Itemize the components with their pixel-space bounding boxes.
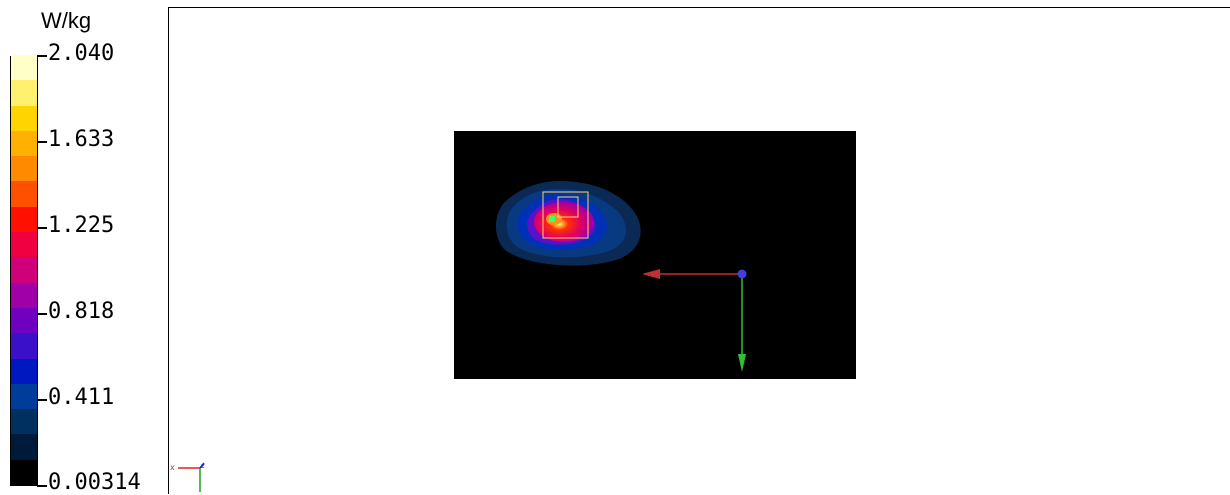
color-bar-segment bbox=[11, 358, 37, 384]
peak-marker bbox=[549, 216, 555, 222]
color-bar-segment bbox=[11, 130, 37, 157]
color-bar-segment bbox=[11, 180, 37, 207]
color-bar-segment bbox=[11, 155, 37, 182]
x-axis-arrowhead bbox=[642, 269, 660, 279]
svg-text:x: x bbox=[170, 463, 175, 472]
color-bar-segment bbox=[11, 54, 37, 81]
color-bar-segment bbox=[11, 282, 37, 308]
y-axis-arrowhead bbox=[738, 354, 746, 372]
color-bar-segment bbox=[11, 408, 37, 435]
contour-core bbox=[534, 202, 594, 242]
viewport-frame-top bbox=[168, 7, 1230, 8]
color-bar-segment bbox=[11, 256, 37, 283]
colorbar-tick bbox=[37, 55, 47, 57]
colorbar-tick-label: 2.040 bbox=[48, 41, 115, 66]
svg-text:z: z bbox=[201, 462, 205, 470]
color-bar-segment bbox=[11, 231, 37, 258]
averaging-cube-large bbox=[542, 191, 589, 239]
color-bar-segment bbox=[11, 459, 37, 485]
colorbar-tick bbox=[37, 141, 47, 143]
color-bar-segment bbox=[11, 307, 37, 334]
colorbar-tick-label: 1.633 bbox=[48, 127, 115, 152]
colorbar-tick bbox=[37, 485, 47, 487]
color-bar-segment bbox=[11, 383, 37, 410]
color-bar bbox=[10, 54, 38, 486]
color-bar-segment bbox=[11, 79, 37, 106]
colorbar-tick bbox=[37, 313, 47, 315]
colorbar-tick-label: 0.411 bbox=[48, 385, 115, 410]
orientation-triad-icon: x z bbox=[170, 462, 205, 492]
color-bar-segment bbox=[11, 105, 37, 131]
colorbar-tick-label: 1.225 bbox=[48, 213, 115, 238]
color-scale-legend: W/kg 2.040 1.633 1.225 0.818 0.411 0.00314 bbox=[0, 0, 165, 494]
colorbar-tick bbox=[37, 399, 47, 401]
colorbar-tick-label: 0.00314 bbox=[48, 470, 141, 495]
averaging-cube-small bbox=[557, 196, 579, 218]
sar-distribution-plot[interactable] bbox=[454, 131, 856, 379]
color-bar-segment bbox=[11, 433, 37, 460]
colorbar-tick bbox=[37, 227, 47, 229]
color-bar-segment bbox=[11, 332, 37, 359]
z-axis-origin bbox=[737, 269, 747, 279]
unit-label: W/kg bbox=[41, 8, 92, 33]
color-bar-segment bbox=[11, 206, 37, 233]
colorbar-tick-label: 0.818 bbox=[48, 299, 115, 324]
viewport-frame-left bbox=[168, 7, 169, 494]
